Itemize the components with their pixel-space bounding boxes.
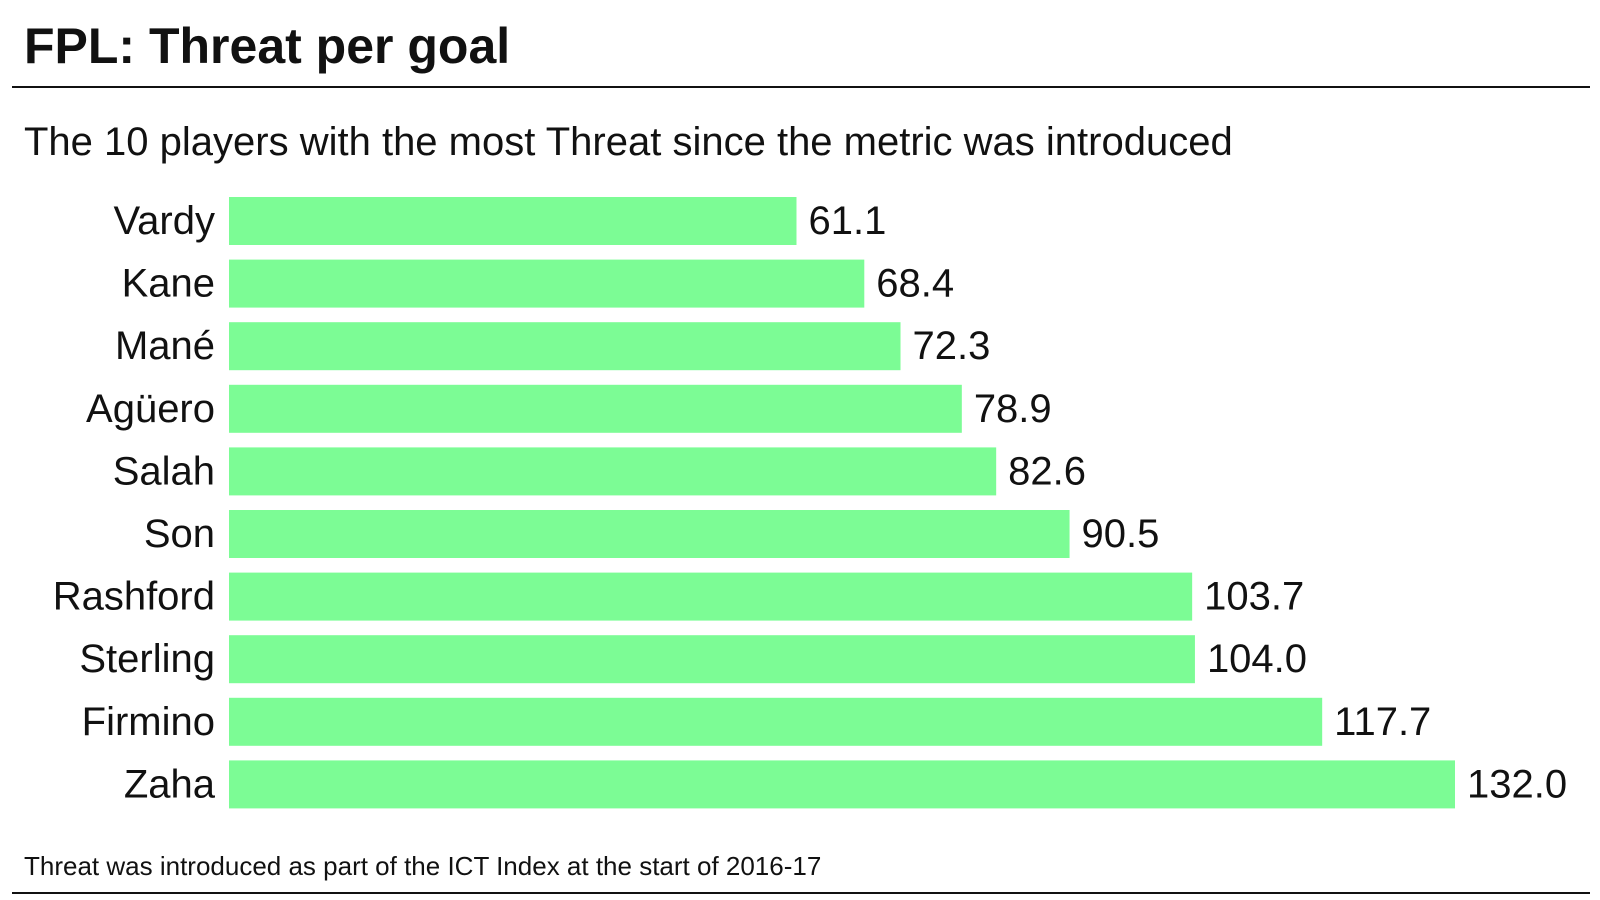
category-label-zaha: Zaha (124, 762, 216, 806)
chart-title: FPL: Threat per goal (24, 18, 511, 74)
title-divider (12, 86, 1590, 88)
category-label-rashford: Rashford (53, 575, 215, 619)
bar-aguero (229, 384, 962, 433)
category-label-vardy: Vardy (113, 199, 215, 243)
category-label-sterling: Sterling (79, 637, 215, 681)
value-label-sterling: 104.0 (1207, 637, 1307, 681)
value-label-mane: 72.3 (913, 324, 991, 368)
value-label-salah: 82.6 (1008, 449, 1086, 493)
category-label-salah: Salah (113, 449, 215, 493)
category-label-aguero: Agüero (86, 387, 215, 431)
bar-firmino (229, 697, 1323, 746)
bar-son (229, 510, 1070, 558)
value-label-aguero: 78.9 (974, 387, 1052, 431)
value-label-son: 90.5 (1082, 512, 1160, 556)
category-label-firmino: Firmino (82, 700, 215, 744)
bar-rashford (229, 572, 1193, 621)
footnote: Threat was introduced as part of the ICT… (24, 851, 822, 881)
bar-kane (229, 259, 865, 308)
bar-zaha (229, 760, 1455, 809)
bar-sterling (229, 635, 1195, 684)
footer-divider (12, 892, 1590, 894)
bar-mane (229, 322, 901, 371)
value-label-vardy: 61.1 (808, 199, 886, 243)
bar-vardy (229, 197, 797, 245)
value-label-kane: 68.4 (876, 262, 954, 306)
value-label-firmino: 117.7 (1334, 700, 1431, 744)
category-label-kane: Kane (122, 262, 215, 306)
value-label-zaha: 132.0 (1467, 762, 1567, 806)
value-label-rashford: 103.7 (1204, 575, 1304, 619)
bar-salah (229, 447, 997, 496)
category-label-son: Son (144, 512, 215, 556)
chart-subtitle: The 10 players with the most Threat sinc… (24, 120, 1233, 164)
category-label-mane: Mané (115, 324, 215, 368)
